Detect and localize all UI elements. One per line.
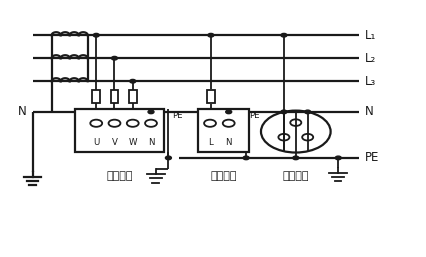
Circle shape: [243, 156, 249, 160]
Text: 单相插座: 单相插座: [282, 171, 309, 181]
Bar: [111, 90, 118, 103]
Text: L₁: L₁: [365, 29, 376, 42]
Text: 三相设备: 三相设备: [106, 171, 133, 181]
Circle shape: [293, 156, 299, 160]
Circle shape: [148, 110, 154, 114]
Bar: [198, 109, 249, 152]
Text: W: W: [129, 138, 137, 147]
Text: L₃: L₃: [365, 75, 376, 88]
Text: N: N: [148, 138, 154, 147]
Circle shape: [93, 33, 99, 37]
Circle shape: [226, 110, 232, 114]
Circle shape: [165, 156, 171, 160]
Text: U: U: [93, 138, 99, 147]
Circle shape: [305, 110, 311, 114]
Bar: [207, 90, 215, 103]
Text: PE: PE: [365, 151, 379, 164]
Text: N: N: [225, 138, 232, 147]
Text: V: V: [112, 138, 118, 147]
Text: PE: PE: [172, 111, 182, 120]
Text: L₂: L₂: [365, 52, 376, 65]
Circle shape: [281, 110, 287, 114]
Circle shape: [281, 33, 287, 37]
Bar: [75, 109, 164, 152]
Circle shape: [208, 33, 214, 37]
Bar: [129, 90, 137, 103]
Text: L: L: [207, 138, 213, 147]
Circle shape: [130, 79, 136, 83]
Text: N: N: [17, 105, 26, 118]
Circle shape: [112, 57, 118, 60]
Text: 单相设备: 单相设备: [210, 171, 237, 181]
Circle shape: [335, 156, 341, 160]
Text: N: N: [365, 105, 373, 118]
Bar: [92, 90, 100, 103]
Text: PE: PE: [250, 111, 260, 120]
